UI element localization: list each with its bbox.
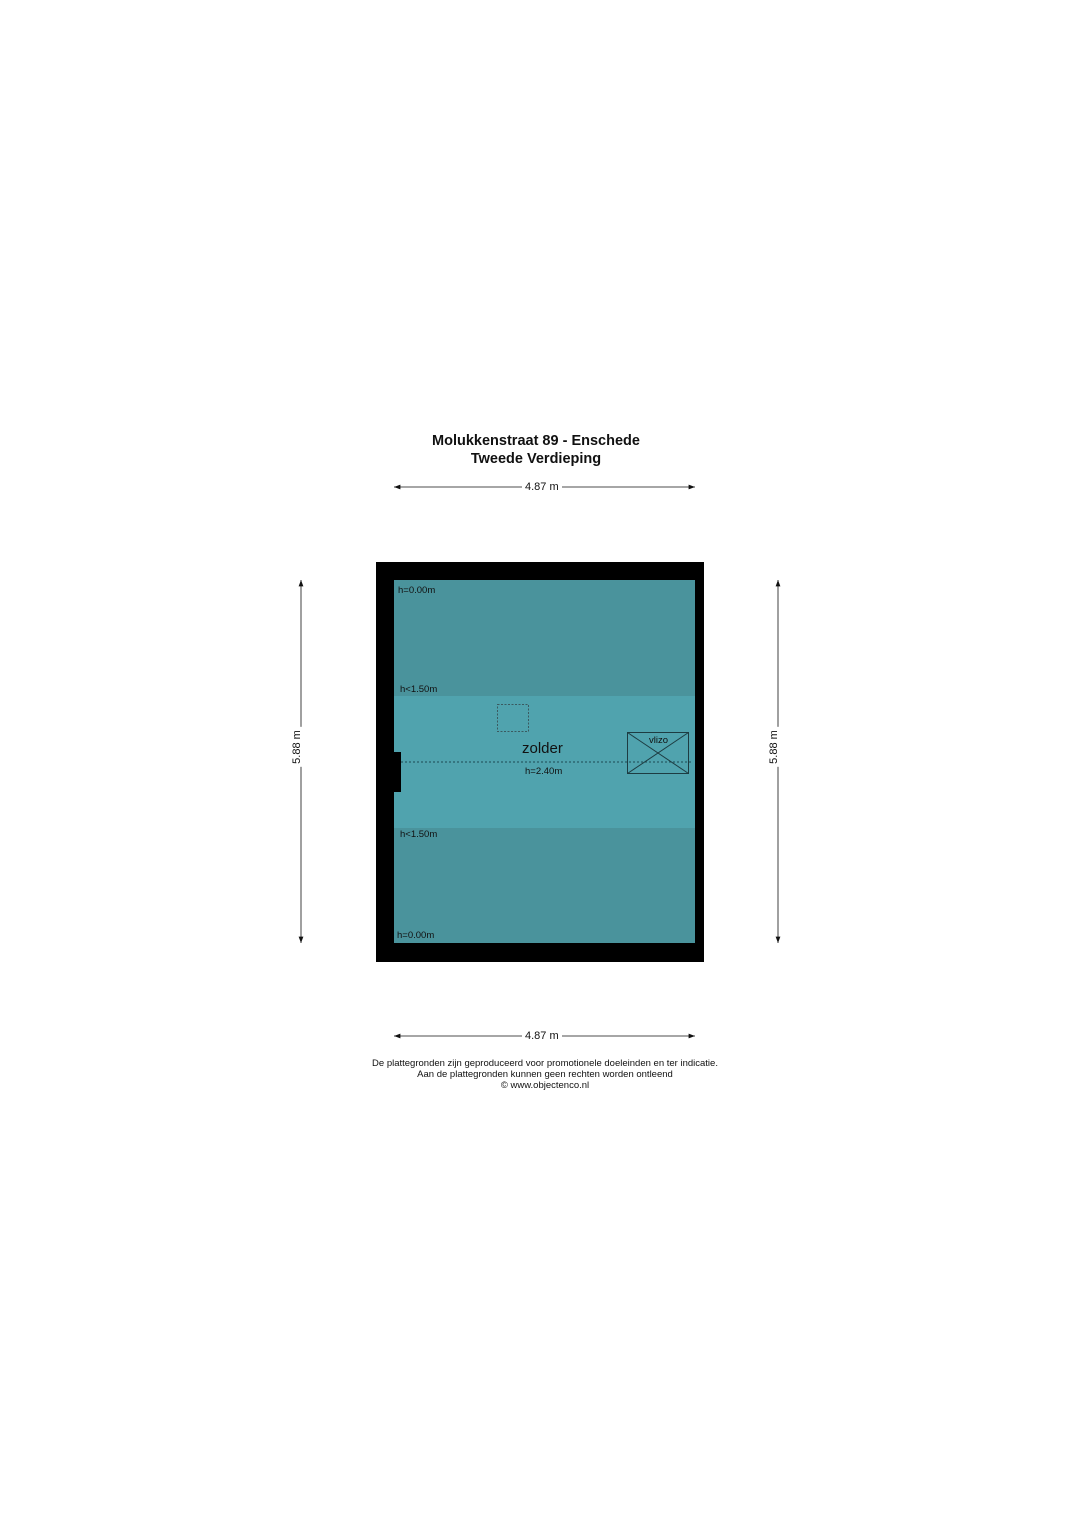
attic-hatch xyxy=(627,732,689,774)
room-name: zolder xyxy=(522,740,563,757)
hatch-label: vlizo xyxy=(649,735,669,746)
height-label-bottom-limit: h<1.50m xyxy=(400,829,438,840)
height-label-top-limit: h<1.50m xyxy=(400,684,438,695)
dimension-top-label: 4.87 m xyxy=(522,481,562,493)
dimension-bottom-label: 4.87 m xyxy=(522,1030,562,1042)
height-label-top-edge: h=0.00m xyxy=(398,585,436,596)
room-height: h=2.40m xyxy=(525,766,563,777)
height-label-bottom-edge: h=0.00m xyxy=(397,930,435,941)
copyright: © www.objectenco.nl xyxy=(500,1080,590,1091)
disclaimer-line-1: De plattegronden zijn geproduceerd voor … xyxy=(372,1058,718,1069)
disclaimer-line-2: Aan de plattegronden kunnen geen rechten… xyxy=(417,1069,673,1080)
skylight xyxy=(497,704,529,732)
chimney-wall xyxy=(394,752,401,792)
plan-title: Molukkenstraat 89 - Enschede xyxy=(432,433,640,449)
floor-name: Tweede Verdieping xyxy=(470,451,602,467)
